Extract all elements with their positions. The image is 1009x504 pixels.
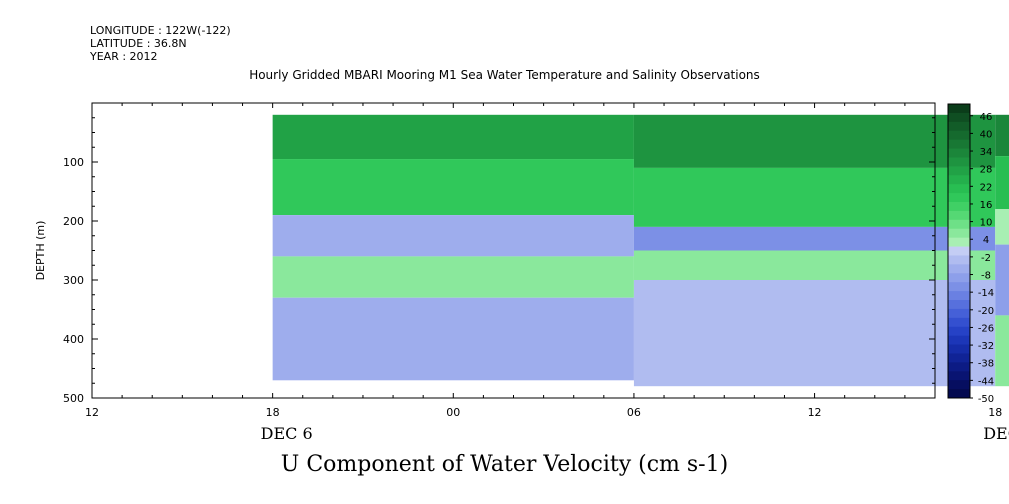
heatmap-cell xyxy=(633,280,996,387)
colorbar-swatch xyxy=(948,282,970,292)
heatmap-cell xyxy=(272,159,634,216)
colorbar-swatch xyxy=(948,335,970,346)
colorbar-label: 40 xyxy=(980,129,993,140)
colorbar-swatch xyxy=(948,291,970,301)
x-axis-ticks: 1218000612180006121800061218000612180006… xyxy=(85,103,1009,443)
colorbar-swatch xyxy=(948,264,970,274)
year-label: YEAR : 2012 xyxy=(90,50,158,63)
colorbar-swatch xyxy=(948,362,970,372)
x-hour-label: 18 xyxy=(266,406,280,419)
colorbar-label: 4 xyxy=(983,235,989,246)
colorbar-swatch xyxy=(948,246,970,256)
x-hour-label: 18 xyxy=(988,406,1002,419)
colorbar-label: -14 xyxy=(978,288,994,299)
x-hour-label: 00 xyxy=(446,406,460,419)
colorbar-swatch xyxy=(948,317,970,328)
colorbar-frame xyxy=(947,103,971,399)
colorbar-label: 28 xyxy=(980,165,993,176)
colorbar-label: -26 xyxy=(978,323,994,334)
y-tick-label: 200 xyxy=(63,215,84,228)
colorbar-label: -32 xyxy=(978,341,994,352)
heatmap-cell xyxy=(995,244,1009,316)
x-day-label: DEC 6 xyxy=(261,424,313,443)
y-tick-label: 400 xyxy=(63,333,84,346)
colorbar-swatch xyxy=(948,193,970,203)
x-hour-label: 06 xyxy=(627,406,641,419)
colorbar-swatch xyxy=(948,237,970,248)
colorbar: 46 40 34 28 22 16 10 4 -2 -8 -14 -20 -26 -32 -38 -44 -50 xyxy=(947,103,994,405)
y-tick-label: 100 xyxy=(63,156,84,169)
heatmap-cell xyxy=(995,315,1009,387)
colorbar-label: 46 xyxy=(980,112,993,123)
colorbar-swatch xyxy=(948,219,970,230)
colorbar-swatch xyxy=(948,139,970,150)
colorbar-swatch xyxy=(948,104,970,114)
colorbar-swatch xyxy=(948,148,970,158)
colorbar-swatch xyxy=(948,202,970,212)
colorbar-swatch xyxy=(948,210,970,221)
y-axis-ticks: 100 200 300 400 500 xyxy=(63,102,935,405)
colorbar-swatch xyxy=(948,308,970,319)
y-tick-label: 500 xyxy=(63,392,84,405)
heatmap-cell xyxy=(272,114,634,160)
colorbar-label: 22 xyxy=(980,182,993,193)
heatmap-cell xyxy=(272,256,634,298)
x-hour-label: 12 xyxy=(808,406,822,419)
longitude-label: LONGITUDE : 122W(-122) xyxy=(90,24,231,37)
y-axis-label: DEPTH (m) xyxy=(34,221,47,281)
colorbar-swatch xyxy=(948,371,970,381)
colorbar-swatch xyxy=(948,326,970,337)
heatmap-cell xyxy=(995,209,1009,245)
heatmap-cell xyxy=(995,156,1009,210)
colorbar-swatch xyxy=(948,166,970,176)
colorbar-swatch xyxy=(948,300,970,310)
heatmap-cell xyxy=(633,226,996,251)
chart-title: Hourly Gridded MBARI Mooring M1 Sea Wate… xyxy=(249,68,760,82)
x-day-label: DEC 7 xyxy=(983,424,1009,443)
x-hour-label: 12 xyxy=(85,406,99,419)
colorbar-swatch xyxy=(948,380,970,390)
latitude-label: LATITUDE : 36.8N xyxy=(90,37,187,50)
heatmap-cell xyxy=(633,167,996,227)
colorbar-swatch xyxy=(948,157,970,167)
colorbar-label: -2 xyxy=(981,253,991,264)
colorbar-swatch xyxy=(948,130,970,141)
colorbar-swatch xyxy=(948,184,970,194)
colorbar-label: -50 xyxy=(978,394,994,405)
colorbar-swatch xyxy=(948,389,970,399)
colorbar-label: 16 xyxy=(980,200,993,211)
colorbar-swatch xyxy=(948,273,970,283)
colorbar-swatch xyxy=(948,175,970,185)
colorbar-swatch xyxy=(948,344,970,354)
heatmap-cell xyxy=(995,114,1009,157)
colorbar-label: 34 xyxy=(980,147,993,158)
colorbar-label: -44 xyxy=(978,376,994,387)
heatmap-cell xyxy=(272,215,634,257)
variable-title: U Component of Water Velocity (cm s-1) xyxy=(280,452,729,477)
colorbar-label: -38 xyxy=(978,359,994,370)
colorbar-swatch xyxy=(948,255,970,265)
colorbar-label: -8 xyxy=(981,271,991,282)
y-tick-label: 300 xyxy=(63,274,84,287)
colorbar-swatch xyxy=(948,353,970,363)
colorbar-label: -20 xyxy=(978,306,994,317)
colorbar-swatch xyxy=(948,228,970,239)
colorbar-swatch xyxy=(948,121,970,132)
colorbar-label: 10 xyxy=(980,218,993,229)
heatmap-cell xyxy=(272,297,634,381)
colorbar-swatch xyxy=(948,112,970,123)
heatmap-cell xyxy=(633,114,996,168)
heatmap-cells xyxy=(272,114,1009,387)
heatmap-cell xyxy=(633,250,996,280)
